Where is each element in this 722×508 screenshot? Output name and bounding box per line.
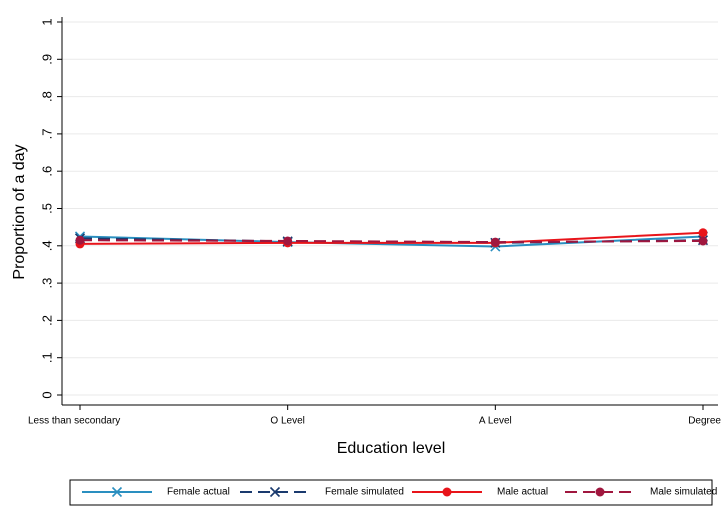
y-tick-label: .6 xyxy=(39,166,54,177)
legend-marker xyxy=(269,486,281,498)
data-point xyxy=(283,236,293,246)
y-tick-label: .4 xyxy=(39,240,54,251)
legend-label: Male actual xyxy=(497,487,548,498)
legend-label: Female simulated xyxy=(325,487,404,498)
legend-label: Male simulated xyxy=(650,487,717,498)
legend-marker xyxy=(111,486,123,498)
y-tick-label: 1 xyxy=(39,18,54,25)
series-line xyxy=(79,231,704,245)
y-tick-label: .3 xyxy=(39,278,54,289)
y-tick-label: .8 xyxy=(39,91,54,102)
y-tick-label: .5 xyxy=(39,203,54,214)
data-point xyxy=(75,235,85,245)
y-tick-label: .1 xyxy=(39,352,54,363)
legend-marker xyxy=(595,487,605,497)
x-tick-label: A Level xyxy=(479,416,512,427)
y-tick-label: 0 xyxy=(39,391,54,398)
x-axis-title: Education level xyxy=(337,440,446,457)
data-point xyxy=(698,236,708,246)
x-tick-label: Degree xyxy=(688,416,721,427)
y-tick-label: .9 xyxy=(39,54,54,65)
series-line xyxy=(79,239,704,244)
data-point xyxy=(698,228,708,238)
x-tick-label: O Level xyxy=(270,416,304,427)
legend-marker xyxy=(442,487,452,497)
x-tick-label: Less than secondary xyxy=(28,416,120,427)
legend-label: Female actual xyxy=(167,487,230,498)
data-point xyxy=(490,237,500,247)
series-line xyxy=(79,235,704,248)
y-axis-title: Proportion of a day xyxy=(11,144,28,279)
y-tick-label: .2 xyxy=(39,315,54,326)
y-tick-label: .7 xyxy=(39,128,54,139)
